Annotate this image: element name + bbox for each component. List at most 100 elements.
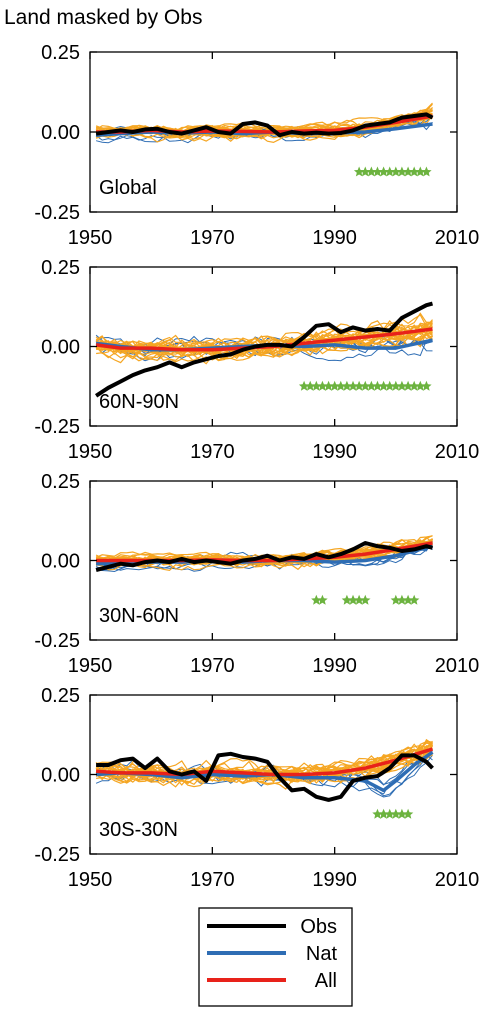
significance-star-icon: [378, 808, 389, 819]
significance-star-icon: [415, 166, 426, 177]
significance-star-icon: [341, 594, 353, 605]
legend: Obs Nat All: [198, 907, 353, 1007]
ensemble-member-all: [95, 742, 433, 783]
panel-label: 30N-60N: [99, 605, 179, 627]
panel-label: 30S-30N: [99, 819, 178, 841]
series-line-obs: [96, 751, 434, 802]
legend-label-all: All: [315, 970, 337, 992]
significance-star-icon: [409, 166, 420, 177]
significance-star-icon: [402, 380, 414, 391]
significance-star-icon: [421, 380, 432, 391]
significance-star-icon: [390, 380, 402, 391]
significance-star-icon: [329, 380, 340, 391]
legend-label-nat: Nat: [306, 943, 338, 965]
x-tick-label: 2010: [435, 655, 480, 677]
significance-star-icon: [384, 166, 395, 177]
x-tick-label: 1970: [190, 869, 235, 891]
panel-label: 60N-90N: [99, 391, 179, 413]
ensemble-member-all: [95, 740, 433, 790]
significance-star-icon: [366, 166, 377, 177]
significance-star-icon: [390, 594, 402, 605]
significance-star-icon: [341, 380, 353, 391]
significance-star-icon: [396, 166, 408, 177]
significance-star-icon: [366, 380, 377, 391]
x-tick-label: 1990: [312, 869, 357, 891]
series-line-all: [95, 747, 434, 777]
y-tick-label: -0.25: [34, 844, 80, 866]
significance-star-icon: [372, 380, 383, 391]
significance-star-icon: [402, 808, 414, 819]
y-tick-label: -0.25: [34, 630, 80, 652]
significance-star-icon: [372, 808, 383, 819]
panel-30s-30n: 0.25 0.00 -0.25 1950 1970 1990 2010 30S-30N: [34, 685, 479, 891]
significance-star-icon: [317, 594, 328, 605]
y-tick-label: 0.25: [41, 42, 80, 64]
x-tick-label: 1950: [68, 227, 113, 249]
legend-label-obs: Obs: [300, 916, 337, 938]
x-tick-label: 2010: [435, 441, 480, 463]
significance-star-icon: [378, 380, 389, 391]
significance-star-icon: [298, 380, 310, 391]
significance-star-icon: [384, 380, 395, 391]
y-tick-label: 0.25: [41, 257, 80, 279]
significance-star-icon: [353, 594, 365, 605]
significance-star-icon: [402, 166, 414, 177]
significance-star-icon: [353, 166, 365, 177]
plot-area: [95, 102, 434, 144]
ensemble-member-all: [95, 322, 433, 359]
significance-star-icon: [415, 380, 426, 391]
significance-star-icon: [396, 808, 408, 819]
plot-area: [95, 535, 434, 573]
plot-area: [95, 301, 434, 398]
significance-star-icon: [396, 594, 408, 605]
plot-area: [95, 738, 434, 802]
significance-star-icon: [311, 594, 322, 605]
y-tick-label: 0.00: [41, 337, 80, 359]
x-tick-label: 1990: [312, 441, 357, 463]
y-tick-label: -0.25: [34, 202, 80, 224]
y-tick-label: -0.25: [34, 416, 80, 438]
significance-star-icon: [360, 380, 371, 391]
panel-30n-60n: 0.25 0.00 -0.25 1950 1970 1990 2010 30N-60N: [34, 471, 479, 677]
x-tick-label: 1950: [68, 441, 113, 463]
panel-60n-90n: 0.25 0.00 -0.25 1950 1970 1990 2010 60N-90N: [34, 257, 479, 463]
significance-star-icon: [360, 166, 371, 177]
significance-star-icon: [323, 380, 334, 391]
y-tick-label: 0.25: [41, 471, 80, 493]
significance-star-icon: [353, 380, 365, 391]
panel-label: Global: [99, 177, 157, 199]
ensemble-member-all: [96, 741, 433, 784]
series-line-obs: [95, 301, 434, 398]
significance-star-icon: [384, 808, 395, 819]
series-line-obs: [95, 541, 434, 572]
significance-star-icon: [372, 166, 383, 177]
significance-star-icon: [317, 380, 328, 391]
x-tick-label: 1970: [190, 655, 235, 677]
significance-star-icon: [378, 166, 389, 177]
x-tick-label: 1950: [68, 655, 113, 677]
significance-star-icon: [390, 808, 402, 819]
y-tick-label: 0.25: [41, 685, 80, 707]
significance-star-icon: [335, 380, 346, 391]
significance-star-icon: [311, 380, 322, 391]
x-tick-label: 1970: [190, 227, 235, 249]
significance-star-icon: [409, 380, 420, 391]
significance-star-icon: [396, 380, 408, 391]
x-tick-label: 1950: [68, 869, 113, 891]
significance-star-icon: [421, 166, 432, 177]
significance-star-icon: [360, 594, 371, 605]
x-tick-label: 1990: [312, 655, 357, 677]
y-tick-label: 0.00: [41, 122, 80, 144]
y-tick-label: 0.00: [41, 765, 80, 787]
x-tick-label: 1990: [312, 227, 357, 249]
significance-star-icon: [305, 380, 316, 391]
panel-global: 0.25 0.00 -0.25 1950 1970 1990 2010 Global: [34, 42, 479, 249]
significance-star-icon: [409, 594, 420, 605]
significance-star-icon: [390, 166, 402, 177]
page-title: Land masked by Obs: [4, 6, 203, 29]
y-tick-label: 0.00: [41, 551, 80, 573]
x-tick-label: 2010: [435, 869, 480, 891]
x-tick-label: 2010: [435, 227, 480, 249]
